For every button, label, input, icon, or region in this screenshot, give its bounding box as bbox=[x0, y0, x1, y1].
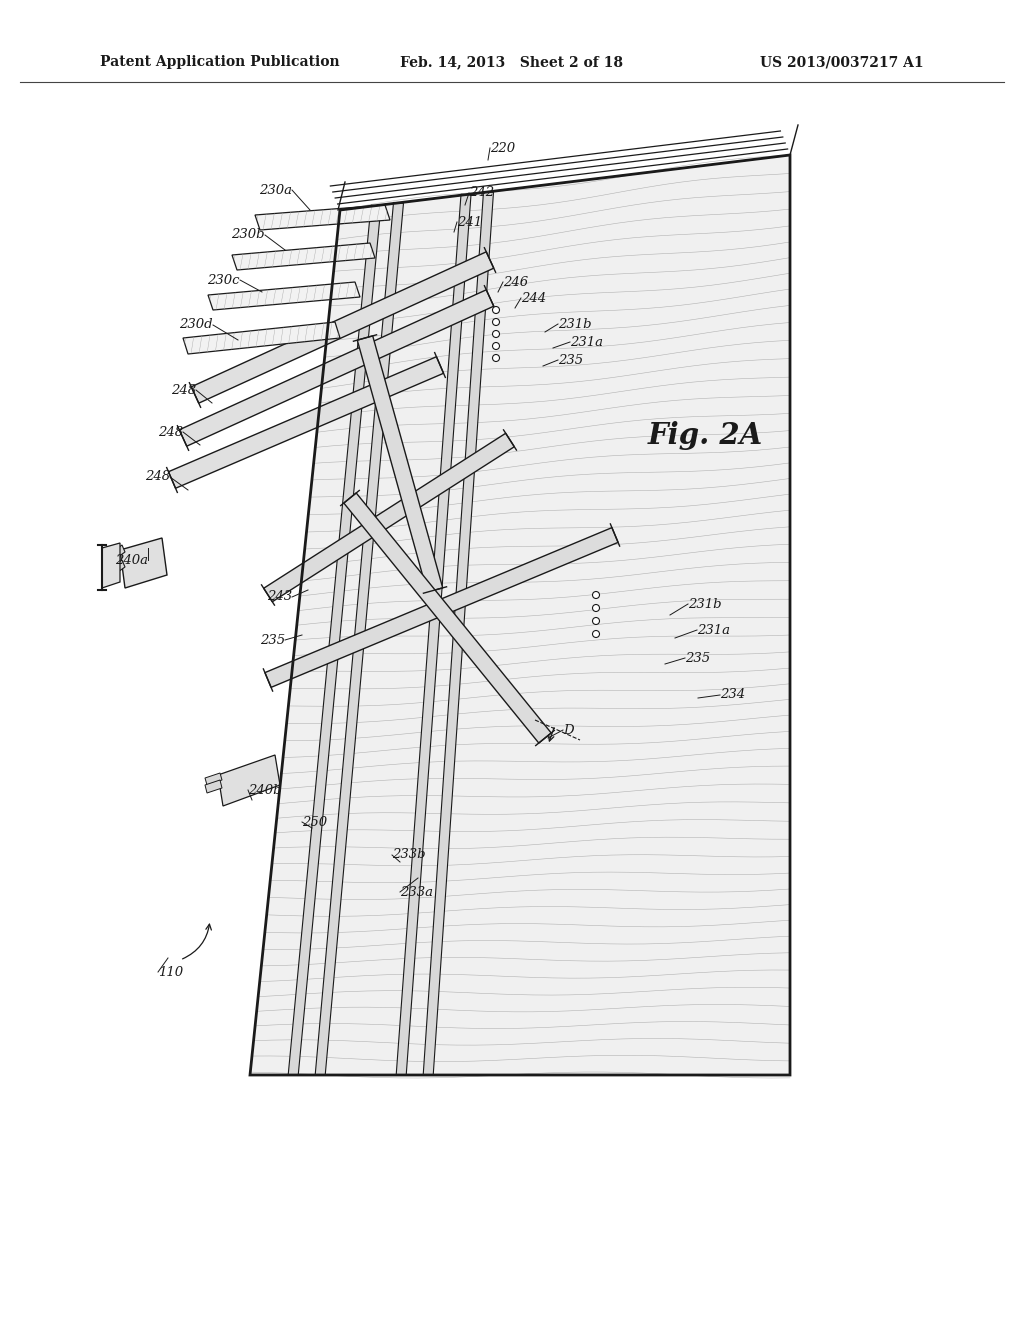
Text: 233b: 233b bbox=[392, 849, 426, 862]
Text: 231b: 231b bbox=[688, 598, 722, 610]
Circle shape bbox=[593, 631, 599, 638]
Polygon shape bbox=[357, 335, 442, 593]
Polygon shape bbox=[423, 191, 494, 1076]
Circle shape bbox=[593, 618, 599, 624]
Polygon shape bbox=[250, 154, 790, 1074]
Polygon shape bbox=[315, 202, 403, 1076]
Polygon shape bbox=[344, 492, 551, 743]
Polygon shape bbox=[232, 243, 375, 271]
Polygon shape bbox=[179, 290, 494, 446]
Polygon shape bbox=[183, 322, 340, 354]
Circle shape bbox=[493, 330, 500, 338]
Polygon shape bbox=[102, 543, 120, 587]
Text: 235: 235 bbox=[260, 634, 285, 647]
Text: 240b: 240b bbox=[248, 784, 282, 796]
Text: 230a: 230a bbox=[259, 183, 292, 197]
Text: 235: 235 bbox=[685, 652, 710, 664]
Text: 110: 110 bbox=[158, 965, 183, 978]
Polygon shape bbox=[396, 194, 471, 1076]
Polygon shape bbox=[265, 528, 618, 688]
Polygon shape bbox=[255, 205, 390, 230]
Text: Feb. 14, 2013   Sheet 2 of 18: Feb. 14, 2013 Sheet 2 of 18 bbox=[400, 55, 624, 69]
Text: 234: 234 bbox=[720, 689, 745, 701]
Polygon shape bbox=[169, 356, 443, 488]
Polygon shape bbox=[120, 539, 167, 587]
Circle shape bbox=[593, 605, 599, 611]
Text: 241: 241 bbox=[457, 215, 482, 228]
Circle shape bbox=[493, 306, 500, 314]
Polygon shape bbox=[205, 774, 222, 785]
Polygon shape bbox=[218, 755, 280, 807]
Circle shape bbox=[493, 318, 500, 326]
Text: 248: 248 bbox=[144, 470, 170, 483]
Text: 231b: 231b bbox=[558, 318, 592, 330]
Text: US 2013/0037217 A1: US 2013/0037217 A1 bbox=[761, 55, 924, 69]
Polygon shape bbox=[264, 433, 514, 602]
Polygon shape bbox=[108, 560, 125, 577]
Text: 230d: 230d bbox=[179, 318, 213, 331]
Text: 230c: 230c bbox=[208, 273, 240, 286]
Text: 248: 248 bbox=[171, 384, 196, 396]
Polygon shape bbox=[108, 545, 125, 562]
Text: 231a: 231a bbox=[570, 335, 603, 348]
Text: 230b: 230b bbox=[231, 228, 265, 242]
Text: 244: 244 bbox=[521, 292, 546, 305]
Polygon shape bbox=[288, 205, 381, 1076]
Text: 231a: 231a bbox=[697, 623, 730, 636]
Circle shape bbox=[493, 342, 500, 350]
Text: 248: 248 bbox=[158, 425, 183, 438]
Text: 240a: 240a bbox=[115, 553, 148, 566]
Polygon shape bbox=[205, 780, 222, 793]
Polygon shape bbox=[191, 252, 494, 403]
Text: Fig. 2A: Fig. 2A bbox=[648, 421, 763, 450]
Text: 220: 220 bbox=[490, 141, 515, 154]
Text: 243: 243 bbox=[267, 590, 292, 603]
Circle shape bbox=[593, 591, 599, 598]
Text: Patent Application Publication: Patent Application Publication bbox=[100, 55, 340, 69]
Text: D: D bbox=[563, 723, 573, 737]
Text: 235: 235 bbox=[558, 354, 583, 367]
Text: 250: 250 bbox=[302, 816, 327, 829]
Text: 233a: 233a bbox=[400, 886, 433, 899]
Polygon shape bbox=[208, 282, 360, 310]
Text: 242: 242 bbox=[469, 186, 495, 199]
Circle shape bbox=[493, 355, 500, 362]
Text: 246: 246 bbox=[503, 276, 528, 289]
